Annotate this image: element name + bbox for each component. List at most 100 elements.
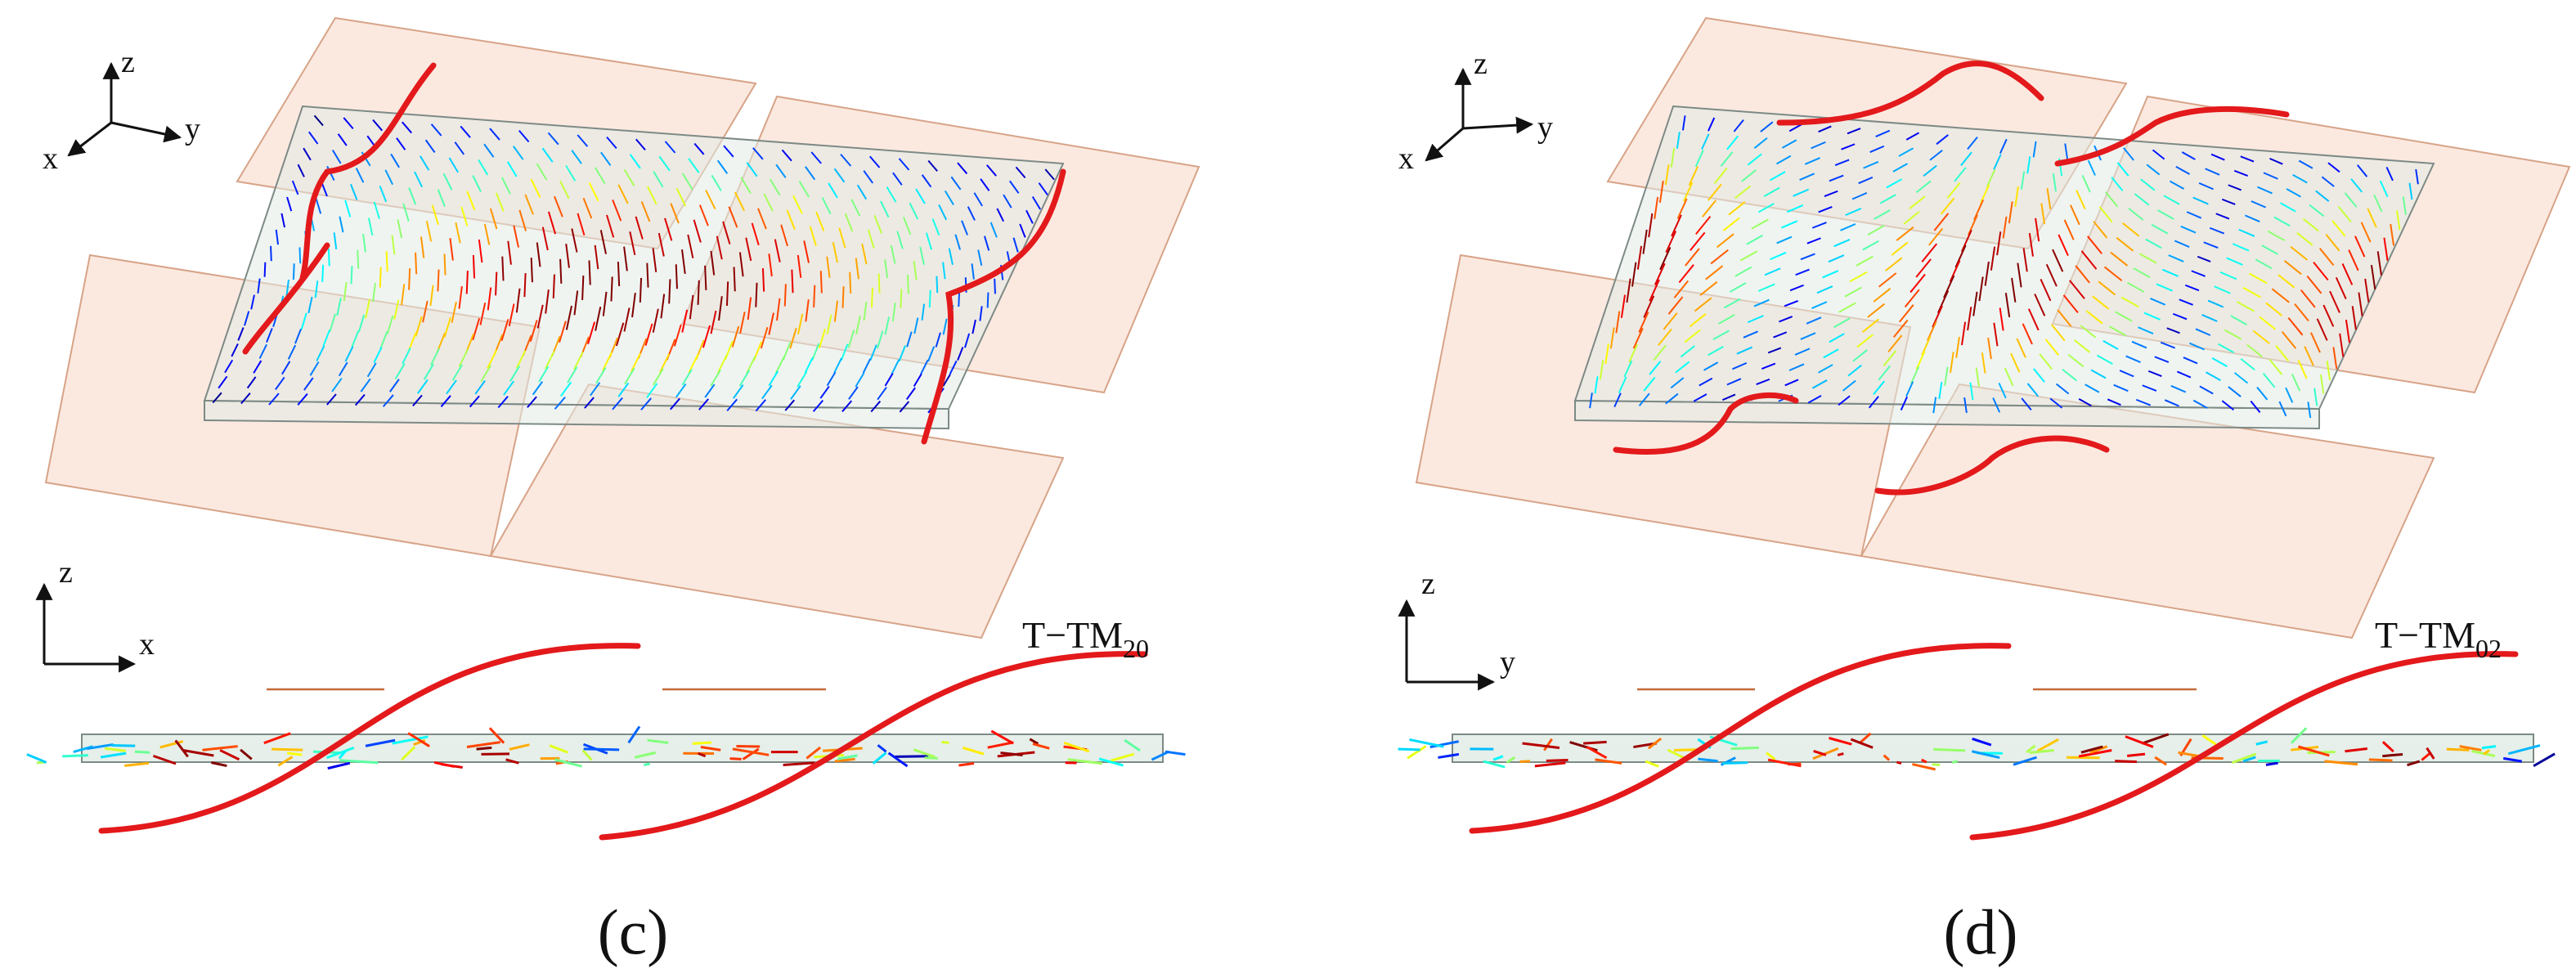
field-arrow [2219, 271, 2237, 280]
field-arrow [2184, 284, 2200, 292]
field-arrow [2341, 262, 2354, 285]
field-arrow [1409, 738, 1444, 748]
field-arrow [1604, 343, 1609, 365]
field-arrow [2011, 277, 2017, 303]
mode-subscript: 20 [1123, 634, 1149, 663]
field-arrow [350, 183, 358, 200]
field-arrow [366, 362, 377, 378]
field-arrow [623, 246, 628, 271]
field-arrow [2408, 182, 2413, 200]
field-arrow [2278, 401, 2287, 417]
field-arrow [1978, 276, 1984, 302]
field-arrow [2164, 399, 2179, 407]
field-arrow [681, 309, 689, 333]
field-arrow [1681, 115, 1686, 131]
field-arrow [1694, 150, 1704, 168]
field-arrow [2081, 174, 2091, 193]
field-arrow [337, 133, 348, 146]
field-arrow [2267, 230, 2286, 241]
field-arrow [343, 117, 354, 130]
field-arrow [393, 299, 400, 320]
field-arrow [2104, 191, 2119, 208]
field-arrow [2087, 236, 2103, 254]
field-arrow [826, 256, 831, 278]
field-arrow [401, 284, 406, 306]
field-arrow [2263, 172, 2278, 180]
field-arrow [711, 174, 722, 192]
field-arrow [440, 395, 451, 407]
field-arrow [840, 343, 849, 361]
field-arrow [2133, 267, 2151, 279]
field-arrow [538, 366, 550, 383]
field-arrow [159, 740, 184, 749]
field-arrow [1837, 752, 1844, 756]
field-arrow [738, 252, 744, 277]
field-arrow [240, 393, 251, 405]
field-arrow [372, 282, 376, 303]
field-arrow [285, 279, 289, 297]
field-arrow [1960, 151, 1972, 166]
field-arrow [1856, 255, 1874, 267]
field-arrow [2287, 316, 2304, 336]
field-arrow [2226, 257, 2243, 266]
field-arrow [2285, 387, 2294, 403]
field-arrow [841, 286, 845, 308]
field-arrow [1609, 327, 1615, 349]
field-arrow [927, 159, 938, 172]
field-arrow [738, 370, 751, 387]
field-arrow [454, 141, 465, 155]
field-arrow [1000, 751, 1023, 756]
field-arrow [2156, 283, 2173, 292]
field-arrow [2062, 368, 2078, 382]
field-arrow [2286, 188, 2301, 198]
field-arrow [2103, 339, 2119, 350]
field-arrow [891, 303, 896, 322]
field-arrow [810, 151, 822, 164]
field-arrow [1987, 337, 1992, 360]
field-arrow [2329, 290, 2340, 313]
field-arrow [429, 285, 434, 307]
field-arrow [913, 373, 922, 387]
field-arrow [1638, 393, 1650, 406]
field-arrow [465, 271, 469, 294]
field-arrow [480, 365, 492, 383]
field-arrow [599, 230, 608, 254]
field-arrow [1874, 209, 1891, 220]
field-arrow [1898, 147, 1914, 157]
field-arrow [2078, 749, 2112, 758]
field-arrow [819, 385, 830, 399]
field-arrow [1932, 305, 1943, 328]
field-arrow [2257, 186, 2273, 195]
field-arrow [595, 367, 607, 384]
field-arrow [250, 294, 255, 310]
field-arrow [1780, 220, 1798, 229]
field-arrow [658, 155, 671, 172]
field-arrow [2163, 195, 2180, 205]
field-arrow [1589, 393, 1593, 409]
field-arrow [1799, 173, 1815, 181]
field-arrow [1735, 266, 1752, 277]
field-arrow [1743, 330, 1758, 339]
mode-base: T−TM [2375, 614, 2475, 656]
field-arrow [2383, 237, 2389, 261]
field-arrow [218, 375, 228, 389]
field-arrow [392, 735, 429, 745]
field-arrow [2044, 339, 2059, 356]
field-arrow [906, 331, 913, 348]
field-arrow [2345, 747, 2367, 753]
field-arrow [1954, 244, 1967, 268]
field-arrow [913, 260, 918, 280]
field-arrow [390, 153, 400, 168]
field-arrow [855, 258, 859, 280]
field-arrow [1733, 119, 1744, 132]
field-arrow [1720, 151, 1734, 167]
field-arrow [554, 758, 582, 768]
field-arrow [1757, 203, 1775, 213]
field-arrow [1628, 343, 1638, 363]
field-arrow [2040, 203, 2045, 225]
field-arrow [1863, 160, 1879, 169]
field-arrow [704, 384, 716, 398]
field-arrow [647, 738, 669, 744]
field-arrow [2337, 206, 2352, 222]
panel-label: (d) [1944, 896, 2018, 967]
